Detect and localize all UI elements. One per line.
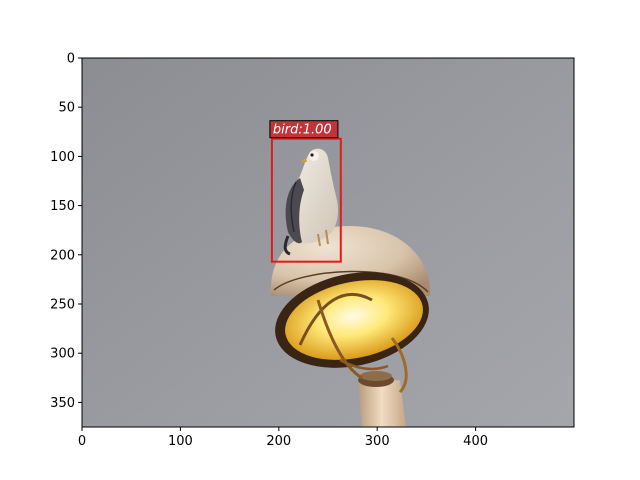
axes-frame [81, 57, 575, 428]
y-tick-label: 250 [50, 298, 75, 313]
photo [82, 58, 574, 427]
detections: bird:1.00 [269, 120, 342, 263]
y-tick-label: 0 [67, 52, 75, 67]
y-tick-label: 300 [50, 347, 75, 362]
x-tick-label: 300 [365, 434, 390, 449]
y-tick-label: 100 [50, 150, 75, 165]
x-tick-label: 400 [463, 434, 488, 449]
x-axis-ticks: 0 100 200 300 400 [78, 427, 488, 449]
lamp-light [275, 272, 429, 394]
x-tick-label: 200 [266, 434, 291, 449]
lamp-pole [358, 371, 406, 427]
y-axis-ticks: 0 50 100 150 200 250 300 350 [50, 52, 82, 411]
detection-label-background [269, 120, 339, 139]
y-tick-label: 200 [50, 248, 75, 263]
y-tick-label: 150 [50, 199, 75, 214]
x-tick-label: 100 [168, 434, 193, 449]
y-tick-label: 50 [58, 101, 75, 116]
x-tick-label: 0 [78, 434, 86, 449]
detection-box-bird [270, 137, 342, 263]
y-tick-label: 350 [50, 396, 75, 411]
detection-label: bird:1.00 [273, 123, 332, 138]
seagull [283, 148, 338, 256]
